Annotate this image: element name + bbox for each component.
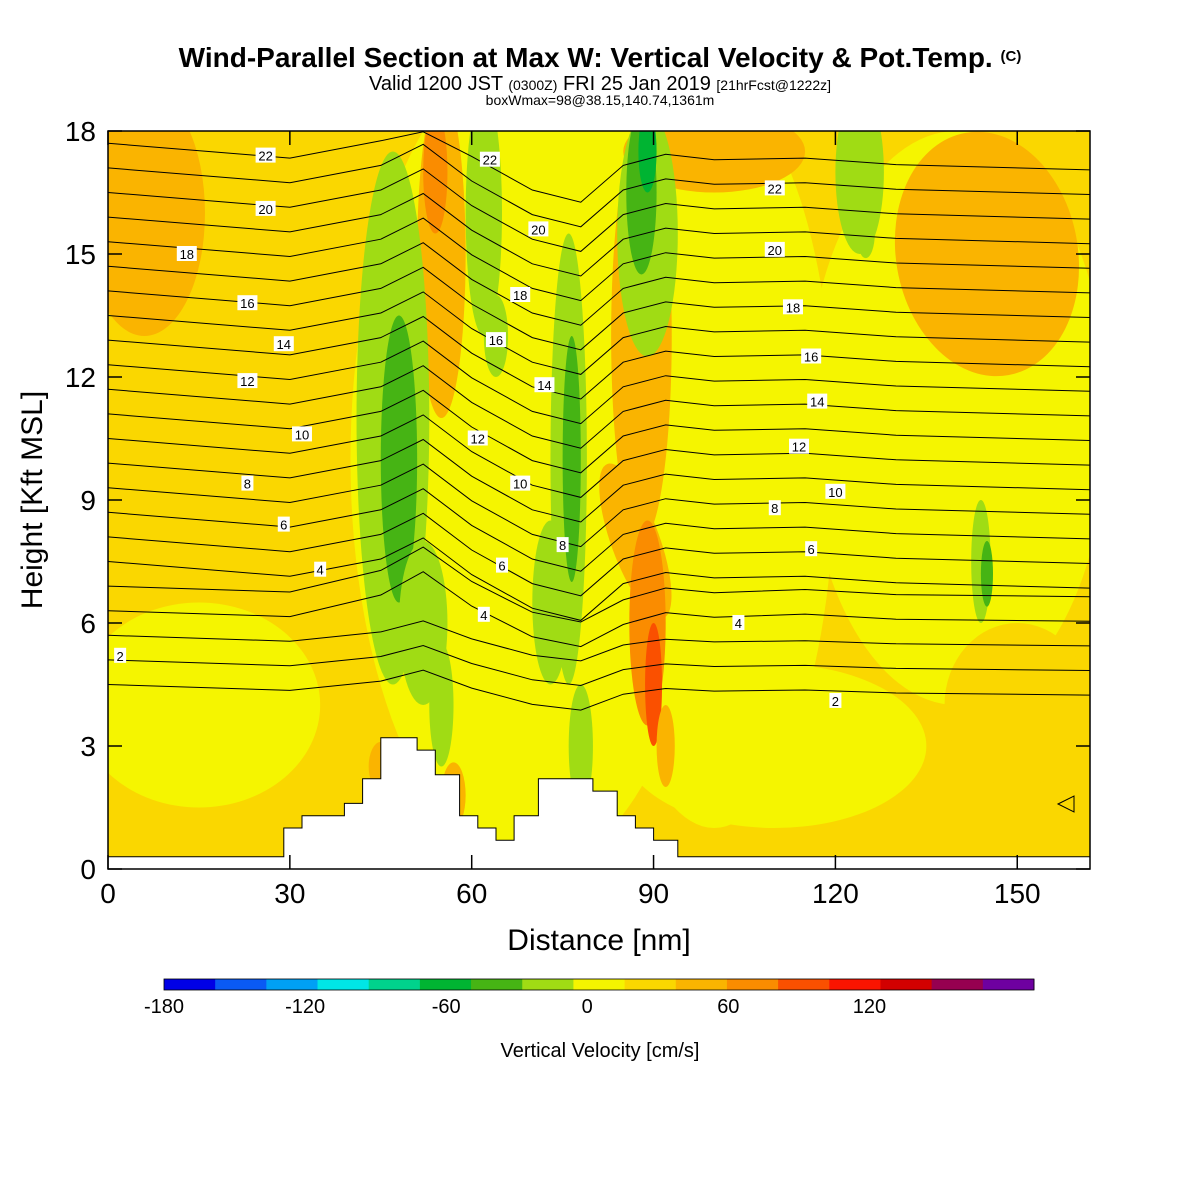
isentrope-label: 12 [240,374,254,389]
colorbar-tick-label: -120 [285,996,325,1018]
velocity-cell [857,209,875,258]
x-tick-label: 150 [994,878,1041,909]
isentrope-label: 6 [808,542,815,557]
x-tick-label: 90 [638,878,669,909]
x-tick-label: 60 [456,878,487,909]
colorbar-swatch [215,979,267,990]
isentrope-label: 16 [489,333,503,348]
isentrope-label: 22 [258,149,272,164]
colorbar-tick-label: 60 [717,996,739,1018]
plot-area: 2244466688810101012121214141416161618181… [78,49,1108,869]
isentrope-label: 10 [513,477,527,492]
colorbar-swatch [778,979,830,990]
isentrope-label: 2 [832,694,839,709]
colorbar-swatch [522,979,574,990]
isentrope-label: 18 [180,247,194,262]
velocity-cell [945,623,1090,787]
colorbar-tick-label: 0 [582,996,593,1018]
colorbar-swatch [471,979,523,990]
x-tick-label: 30 [274,878,305,909]
x-tick-label: 0 [100,878,116,909]
isentrope-label: 16 [240,296,254,311]
colorbar-swatch [318,979,370,990]
colorbar-swatch [164,979,216,990]
colorbar-label: Vertical Velocity [cm/s] [501,1040,700,1062]
isentrope-label: 14 [537,378,551,393]
velocity-cell [429,644,453,767]
isentrope-label: 18 [786,300,800,315]
colorbar-tick-label: 120 [853,996,886,1018]
velocity-cell [657,705,675,787]
velocity-cell [981,541,993,607]
colorbar-swatch [983,979,1035,990]
colorbar-swatch [727,979,779,990]
y-tick-label: 9 [80,485,96,516]
isentrope-label: 20 [768,243,782,258]
y-tick-label: 18 [65,116,96,147]
isentrope-label: 12 [471,432,485,447]
isentrope-label: 2 [117,649,124,664]
velocity-cell [84,90,205,336]
colorbar-swatch [932,979,984,990]
isentrope-label: 10 [828,485,842,500]
x-tick-label: 120 [812,878,859,909]
colorbar-swatch [880,979,932,990]
isentrope-label: 8 [559,538,566,553]
colorbar-swatch [573,979,625,990]
isentrope-label: 12 [792,440,806,455]
isentrope-label: 16 [804,350,818,365]
isentrope-label: 20 [258,202,272,217]
isentrope-label: 6 [280,518,287,533]
colorbar-swatch [676,979,728,990]
y-axis-label: Height [Kft MSL] [16,391,49,609]
y-tick-label: 6 [80,608,96,639]
y-tick-label: 15 [65,239,96,270]
isentrope-label: 10 [295,427,309,442]
isentrope-label: 4 [317,563,324,578]
colorbar-swatch [266,979,318,990]
isentrope-label: 14 [277,337,291,352]
x-axis-label: Distance [nm] [507,924,690,957]
isentrope-label: 22 [483,153,497,168]
colorbar-swatch [369,979,421,990]
y-tick-label: 3 [80,731,96,762]
colorbar-swatch [625,979,677,990]
velocity-cell [78,603,320,808]
isentrope-label: 4 [735,616,742,631]
cross-section-chart: 2244466688810101012121214141416161618181… [0,0,1200,1200]
isentrope-label: 20 [531,222,545,237]
y-tick-label: 0 [80,854,96,885]
colorbar-swatch [420,979,472,990]
isentrope-label: 22 [768,181,782,196]
isentrope-label: 8 [771,501,778,516]
y-tick-label: 12 [65,362,96,393]
isentrope-label: 4 [480,608,487,623]
isentrope-label: 18 [513,288,527,303]
isentrope-label: 14 [810,395,824,410]
colorbar-swatch [829,979,881,990]
isentrope-label: 6 [498,559,505,574]
colorbar-tick-label: -60 [432,996,461,1018]
velocity-cell [638,111,656,193]
colorbar: -180 -120 -60 0 60 120 [144,979,1035,1018]
colorbar-tick-label: -180 [144,996,184,1018]
isentrope-label: 8 [244,477,251,492]
